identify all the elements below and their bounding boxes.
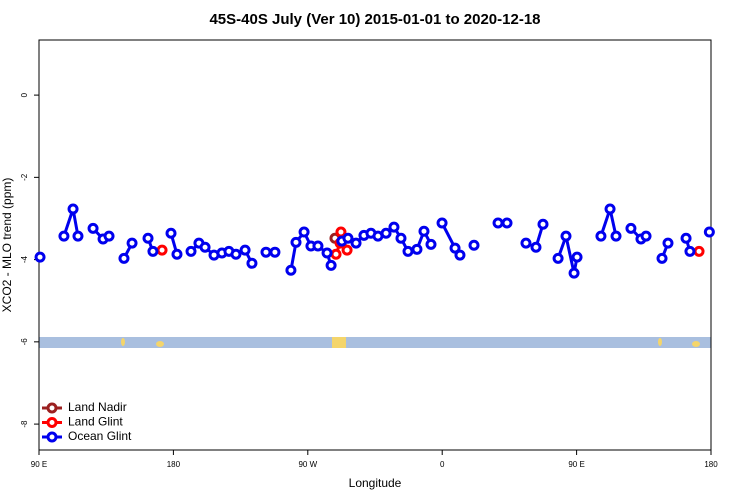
data-point <box>684 245 696 257</box>
data-point <box>520 237 532 249</box>
data-point <box>260 246 272 258</box>
data-point <box>312 240 324 252</box>
data-point <box>246 257 258 269</box>
x-axis-label: Longitude <box>349 476 402 490</box>
data-point <box>568 267 580 279</box>
data-point <box>680 232 692 244</box>
data-point <box>552 252 564 264</box>
data-point <box>185 245 197 257</box>
x-tick-label: 90 W <box>298 460 317 469</box>
data-point <box>342 232 354 244</box>
legend-swatch-marker <box>46 417 58 428</box>
y-tick-label: -4 <box>20 255 29 263</box>
data-point <box>290 236 302 248</box>
y-tick-label: -2 <box>20 173 29 181</box>
land-ocean-strip <box>39 337 711 348</box>
data-point <box>604 203 616 215</box>
ocean-strip <box>39 337 711 348</box>
data-point <box>656 252 668 264</box>
plot-frame <box>38 39 712 451</box>
data-point <box>103 230 115 242</box>
data-point <box>560 230 572 242</box>
x-tick-label: 0 <box>440 460 445 469</box>
legend-label: Land Glint <box>68 415 123 429</box>
data-point <box>449 242 461 254</box>
legend-swatch-marker <box>46 402 58 414</box>
data-point <box>147 245 159 257</box>
data-point <box>537 218 549 230</box>
data-point <box>571 251 583 263</box>
land-patch <box>692 341 700 347</box>
data-point <box>330 248 342 260</box>
data-point <box>165 227 177 239</box>
data-point <box>388 221 400 233</box>
data-point <box>530 241 542 253</box>
data-point <box>693 245 705 257</box>
x-tick-label: 180 <box>167 460 181 469</box>
data-point <box>380 227 392 239</box>
data-point <box>171 248 183 260</box>
series-line <box>64 209 709 273</box>
data-point <box>436 217 448 229</box>
y-tick-label: -6 <box>20 338 29 346</box>
data-point <box>269 246 281 258</box>
data-point <box>454 249 466 261</box>
data-point <box>321 247 333 259</box>
x-tick-label: 180 <box>704 460 718 469</box>
data-point <box>395 232 407 244</box>
legend-label: Land Nadir <box>68 400 127 414</box>
land-patch <box>332 337 346 348</box>
land-patch <box>658 338 662 346</box>
data-point <box>418 225 430 237</box>
data-point <box>34 251 46 263</box>
land-patch <box>156 341 164 347</box>
data-point <box>325 259 337 271</box>
data-point <box>425 238 437 250</box>
data-point <box>298 226 310 238</box>
data-point <box>662 237 674 249</box>
land-patch <box>121 338 125 346</box>
data-point <box>402 245 414 257</box>
x-tick-label: 90 E <box>31 460 47 469</box>
data-point <box>72 230 84 242</box>
data-point <box>285 264 297 276</box>
y-tick-label: -8 <box>20 420 29 428</box>
x-tick-label: 90 E <box>568 460 584 469</box>
data-point <box>625 222 637 234</box>
data-point <box>87 222 99 234</box>
data-point <box>350 237 362 249</box>
data-point <box>595 230 607 242</box>
data-point <box>640 230 652 242</box>
data-point <box>58 230 70 242</box>
data-point <box>468 239 480 251</box>
y-axis-label: XCO2 - MLO trend (ppm) <box>0 178 14 313</box>
data-point <box>492 217 504 229</box>
data-point <box>610 230 622 242</box>
data-point <box>230 248 242 260</box>
data-point <box>67 203 79 215</box>
data-point <box>411 243 423 255</box>
legend-label: Ocean Glint <box>68 429 132 443</box>
data-point <box>118 252 130 264</box>
y-tick-label: 0 <box>20 92 29 97</box>
data-point <box>341 244 353 256</box>
data-point <box>199 241 211 253</box>
data-point <box>126 237 138 249</box>
chart-title: 45S-40S July (Ver 10) 2015-01-01 to 2020… <box>209 11 540 28</box>
data-point <box>142 232 154 244</box>
legend-swatch-marker <box>46 431 58 443</box>
data-point <box>239 244 251 256</box>
data-point <box>703 226 715 238</box>
data-point <box>156 244 168 256</box>
data-point <box>501 217 513 229</box>
